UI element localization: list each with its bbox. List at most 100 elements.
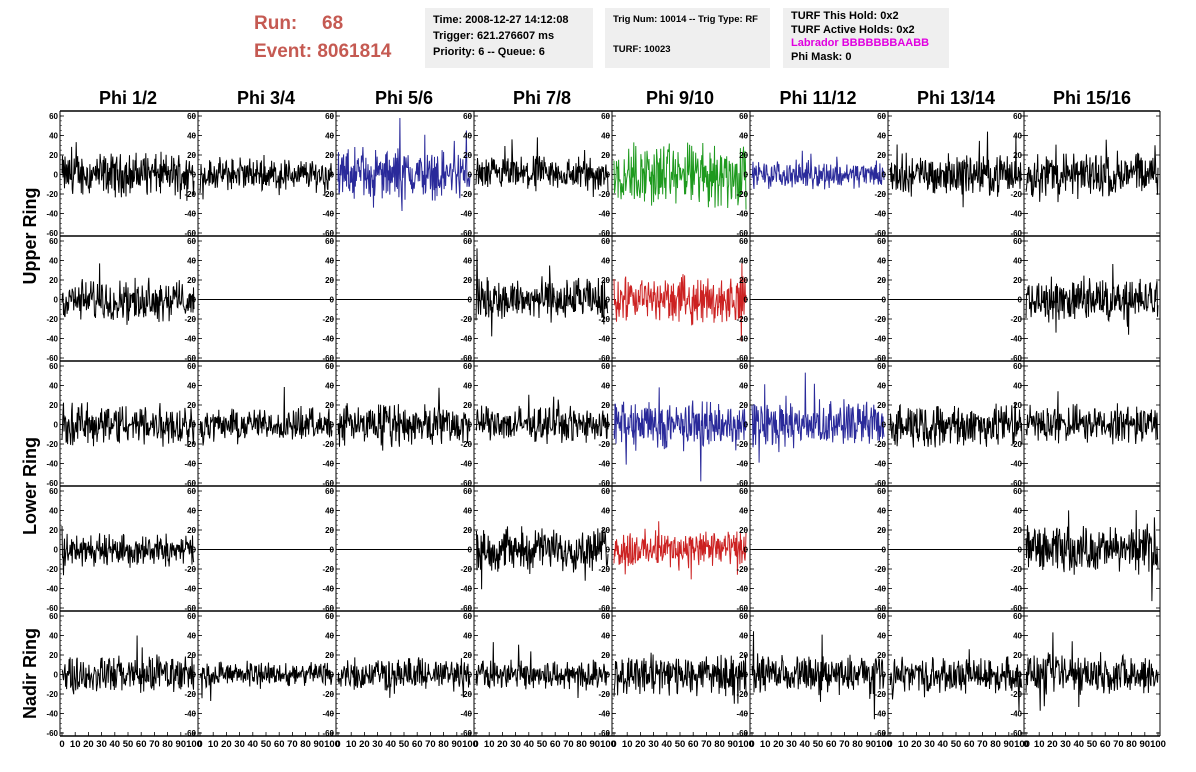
y-tick-label: 40 <box>877 632 886 641</box>
column-title: Phi 13/14 <box>917 88 995 108</box>
y-tick-label: 60 <box>49 237 58 246</box>
y-tick-label: 60 <box>739 362 748 371</box>
y-tick-label: 0 <box>1018 296 1023 305</box>
y-tick-label: 40 <box>187 632 196 641</box>
y-tick-label: -40 <box>1010 585 1022 594</box>
y-tick-label: -60 <box>460 229 472 238</box>
y-tick-label: 0 <box>882 296 887 305</box>
y-tick-label: -60 <box>184 479 196 488</box>
y-tick-label: -60 <box>874 729 886 738</box>
y-tick-label: 0 <box>330 546 335 555</box>
waveform-trace <box>475 642 609 699</box>
y-tick-label: 40 <box>739 507 748 516</box>
y-tick-label: 20 <box>49 651 58 660</box>
x-tick-label: 0 <box>611 739 616 750</box>
y-tick-label: -60 <box>322 479 334 488</box>
y-tick-label: 60 <box>463 112 472 121</box>
x-tick-label: 0 <box>335 739 340 750</box>
y-tick-label: 0 <box>468 421 473 430</box>
y-tick-label: 60 <box>463 237 472 246</box>
y-tick-label: 0 <box>744 296 749 305</box>
y-tick-label: -40 <box>322 210 334 219</box>
y-tick-label: 40 <box>877 382 886 391</box>
x-tick-label: 20 <box>221 739 232 750</box>
y-tick-label: -20 <box>1010 565 1022 574</box>
y-tick-label: -20 <box>460 690 472 699</box>
x-tick-label: 60 <box>550 739 561 750</box>
y-tick-label: 20 <box>325 526 334 535</box>
turf-this-hold-text: TURF This Hold: 0x2 <box>791 10 899 22</box>
x-tick-label: 10 <box>484 739 495 750</box>
waveform-trace <box>199 154 333 200</box>
y-tick-label: 40 <box>49 632 58 641</box>
y-tick-label: -20 <box>736 565 748 574</box>
y-tick-label: -40 <box>46 585 58 594</box>
y-tick-label: -20 <box>46 565 58 574</box>
y-tick-label: -60 <box>46 729 58 738</box>
y-tick-label: -20 <box>460 315 472 324</box>
y-tick-label: 20 <box>1013 276 1022 285</box>
waveform-trace <box>613 263 747 342</box>
x-tick-label: 40 <box>938 739 949 750</box>
y-tick-label: 20 <box>601 651 610 660</box>
y-tick-label: 20 <box>187 651 196 660</box>
y-tick-label: -20 <box>46 190 58 199</box>
y-tick-label: -60 <box>736 229 748 238</box>
y-tick-label: 40 <box>739 132 748 141</box>
y-tick-label: 20 <box>187 401 196 410</box>
y-tick-label: 40 <box>325 132 334 141</box>
waveform-trace <box>1025 509 1159 602</box>
y-tick-label: -60 <box>322 229 334 238</box>
waveform-trace <box>61 525 195 576</box>
y-tick-label: 20 <box>463 526 472 535</box>
x-tick-label: 50 <box>1087 739 1098 750</box>
x-tick-label: 100 <box>1150 739 1166 750</box>
y-tick-label: 40 <box>49 382 58 391</box>
x-tick-label: 20 <box>359 739 370 750</box>
y-tick-label: -40 <box>184 710 196 719</box>
y-tick-label: 20 <box>877 526 886 535</box>
x-tick-label: 40 <box>248 739 259 750</box>
y-tick-label: -20 <box>598 315 610 324</box>
y-tick-label: 40 <box>739 257 748 266</box>
y-tick-label: 0 <box>882 671 887 680</box>
x-tick-label: 0 <box>59 739 64 750</box>
y-tick-label: -60 <box>1010 729 1022 738</box>
y-tick-label: -20 <box>322 565 334 574</box>
x-tick-label: 30 <box>1060 739 1071 750</box>
x-tick-label: 80 <box>714 739 725 750</box>
y-tick-label: -60 <box>460 729 472 738</box>
y-tick-label: 40 <box>463 632 472 641</box>
y-tick-label: 20 <box>739 651 748 660</box>
y-tick-label: 0 <box>330 171 335 180</box>
y-tick-label: -40 <box>874 710 886 719</box>
y-tick-label: 20 <box>601 401 610 410</box>
y-tick-label: 0 <box>192 671 197 680</box>
y-tick-label: -40 <box>322 460 334 469</box>
waveform-trace <box>475 137 609 198</box>
waveform-trace <box>61 635 195 695</box>
y-tick-label: 0 <box>192 546 197 555</box>
y-tick-label: -40 <box>874 210 886 219</box>
y-tick-label: 40 <box>601 132 610 141</box>
y-tick-label: 40 <box>1013 507 1022 516</box>
waveform-trace <box>889 131 1023 208</box>
waveform-trace <box>475 248 609 337</box>
waveform-trace <box>1025 391 1159 445</box>
waveform-trace <box>61 402 195 447</box>
y-tick-label: 60 <box>877 112 886 121</box>
x-tick-label: 80 <box>852 739 863 750</box>
y-tick-label: 40 <box>739 382 748 391</box>
x-tick-label: 20 <box>83 739 94 750</box>
y-tick-label: -40 <box>460 585 472 594</box>
y-tick-label: 60 <box>1013 112 1022 121</box>
y-tick-label: 40 <box>187 132 196 141</box>
x-tick-label: 0 <box>473 739 478 750</box>
y-tick-label: 20 <box>739 526 748 535</box>
y-tick-label: -20 <box>46 440 58 449</box>
waveform-trace <box>613 521 747 580</box>
y-tick-label: 60 <box>877 612 886 621</box>
y-tick-label: 0 <box>1018 171 1023 180</box>
y-tick-label: 60 <box>187 612 196 621</box>
